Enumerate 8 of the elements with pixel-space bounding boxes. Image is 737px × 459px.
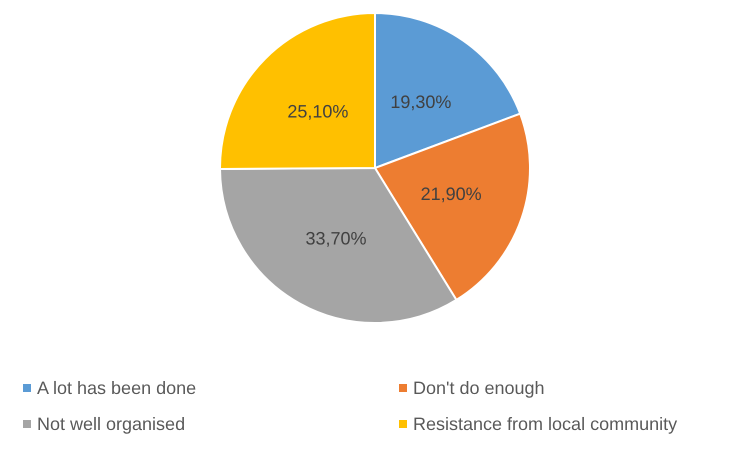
data-label: 25,10% (287, 101, 348, 122)
legend-label: Not well organised (37, 414, 186, 434)
data-label: 33,70% (305, 228, 367, 248)
legend-label: A lot has been done (37, 378, 196, 398)
legend-label: Resistance from local community (413, 414, 678, 434)
data-label: 19,30% (390, 92, 452, 112)
data-label: 21,90% (420, 184, 482, 204)
legend-label: Don't do enough (413, 378, 545, 398)
